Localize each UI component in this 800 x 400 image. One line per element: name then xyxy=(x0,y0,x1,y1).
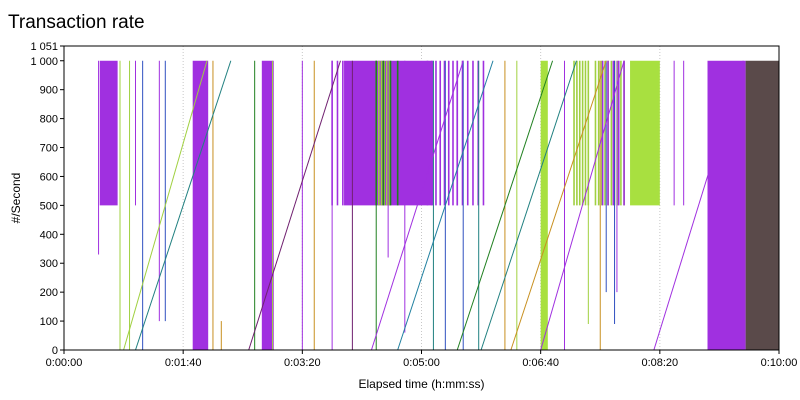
y-tick-label: 600 xyxy=(40,171,58,183)
axes: 0:00:00 0:01:40 0:03:20 0:05:00 0:06:40 0:08:… xyxy=(30,41,797,369)
x-tick-label: 0:05:00 xyxy=(403,357,440,369)
y-tick-label: 900 xyxy=(40,85,58,97)
series-band xyxy=(344,60,377,206)
y-tick-label: 800 xyxy=(40,114,58,126)
x-tick-label: 0:06:40 xyxy=(522,357,559,369)
x-tick-label: 0:01:40 xyxy=(165,357,202,369)
x-axis-label: Elapsed time (h:mm:ss) xyxy=(358,377,484,391)
y-tick-label: 300 xyxy=(40,258,58,270)
series-ramp xyxy=(370,60,464,351)
series-ramp xyxy=(510,60,607,351)
y-tick-label: 1 051 xyxy=(30,41,58,53)
series-band xyxy=(630,60,660,206)
series-ramp xyxy=(397,60,494,351)
y-tick-label: 1 000 xyxy=(30,56,58,68)
x-tick-label: 0:00:00 xyxy=(46,357,83,369)
series-ramp xyxy=(540,60,625,351)
series-band xyxy=(745,60,779,351)
y-tick-label: 400 xyxy=(40,229,58,241)
y-tick-label: 0 xyxy=(52,345,58,357)
series-band xyxy=(261,60,274,351)
series-band xyxy=(540,60,548,351)
series-ramp xyxy=(653,60,744,351)
x-tick-label: 0:10:00 xyxy=(761,357,798,369)
series-ramp xyxy=(248,60,341,351)
series-ramp xyxy=(135,60,232,351)
series-spikes xyxy=(98,60,685,350)
x-tick-label: 0:03:20 xyxy=(284,357,321,369)
series-ramp xyxy=(456,60,554,351)
y-axis-label: #/Second xyxy=(9,173,23,224)
chart-title: Transaction rate xyxy=(8,12,145,33)
series-bands xyxy=(99,60,779,351)
series-band xyxy=(99,60,118,206)
x-tick-label: 0:08:20 xyxy=(641,357,678,369)
y-tick-label: 700 xyxy=(40,143,58,155)
series-ramp xyxy=(480,60,577,351)
series-band xyxy=(707,60,746,351)
y-tick-label: 500 xyxy=(40,200,58,212)
y-tick-label: 100 xyxy=(40,316,58,328)
y-tick-label: 200 xyxy=(40,287,58,299)
series-ramps xyxy=(123,60,744,351)
series-band xyxy=(192,60,209,351)
series-ramp xyxy=(123,60,208,351)
